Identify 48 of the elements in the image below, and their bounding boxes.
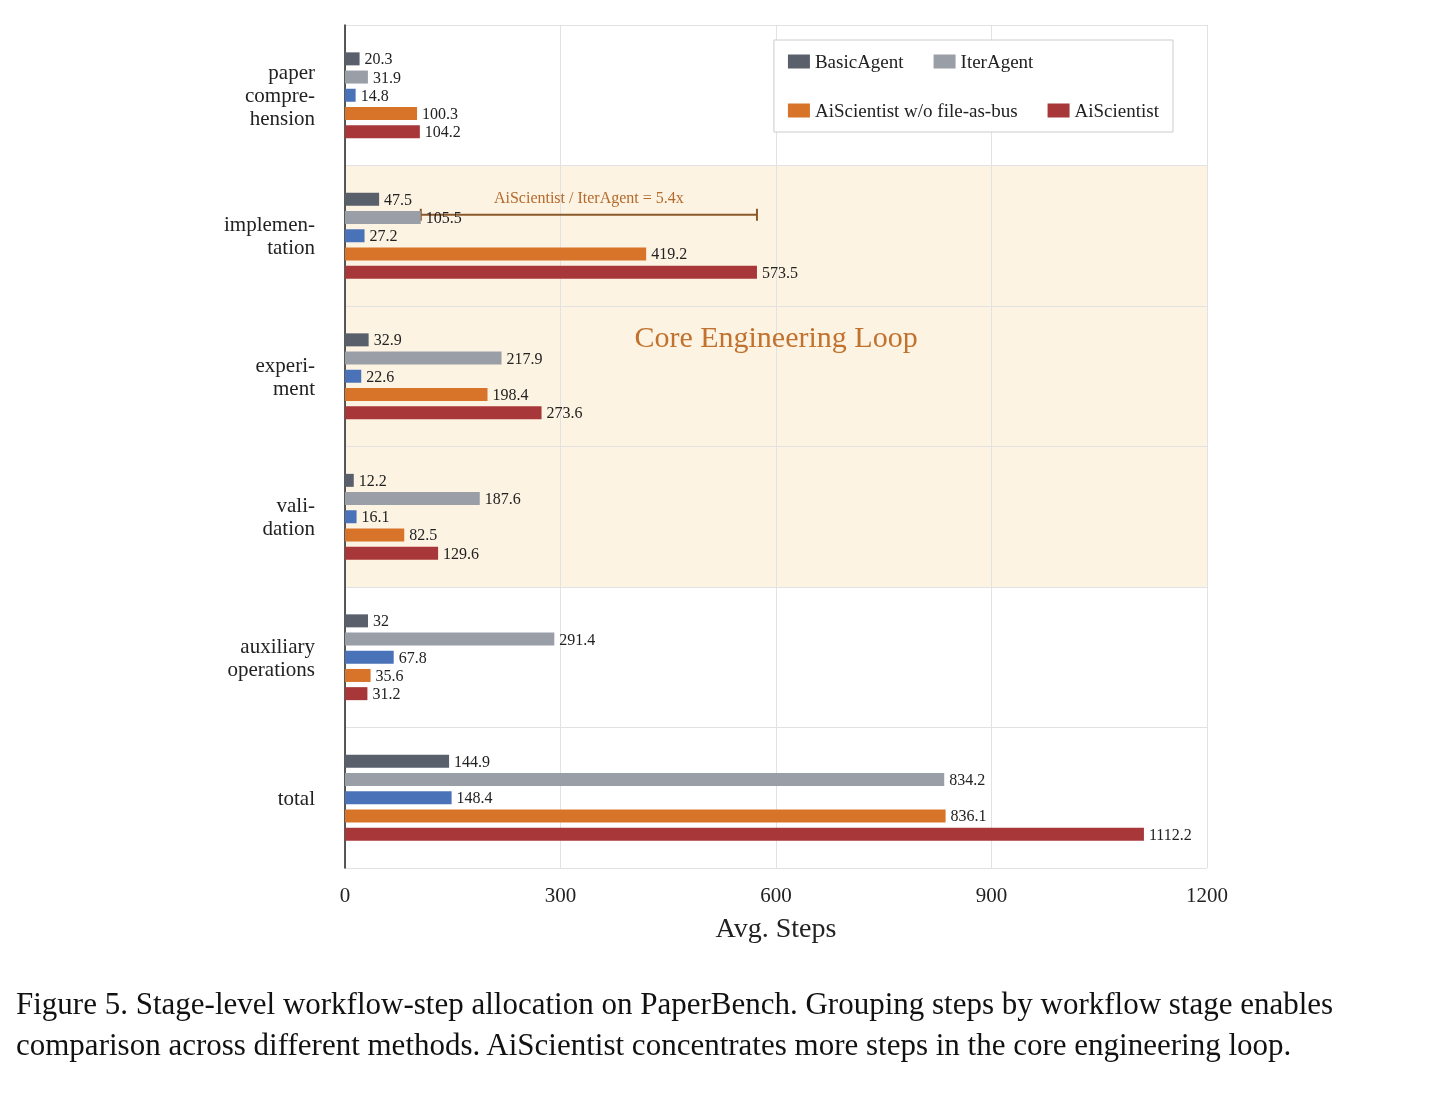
y-tick-label: auxiliary operations	[227, 633, 316, 681]
annotation: AiScientist / IterAgent = 5.4x	[493, 189, 684, 208]
legend-label: AiScientist	[1074, 100, 1160, 121]
data-label: 32	[372, 612, 389, 630]
caption: Figure 5. Stage-level workflow-step allocation on PaperBench. Grouping steps by workflow stage enables comparison across different methods. AiScientist concentrates more steps in the core engineering loop.	[16, 985, 1335, 1064]
data-label: 573.5	[761, 263, 798, 281]
x-tick-label: 900	[975, 882, 1008, 907]
data-label: 14.8	[360, 86, 389, 104]
data-label: 47.5	[384, 190, 413, 208]
y-tick-label: total	[277, 785, 316, 810]
legend-label: AiScientist w/o file-as-bus	[814, 100, 1018, 121]
x-tick-label: 1200	[1186, 882, 1228, 907]
data-label: 12.2	[358, 471, 387, 489]
data-label: 291.4	[559, 630, 596, 648]
data-label: 35.6	[375, 666, 404, 684]
data-label: 129.6	[443, 544, 480, 562]
data-label: 104.2	[424, 123, 461, 141]
data-label: 834.2	[949, 771, 986, 789]
data-label: 31.9	[372, 68, 401, 86]
data-label: 273.6	[546, 404, 583, 422]
data-label: 67.8	[398, 648, 427, 666]
x-tick-label: 600	[760, 882, 792, 907]
legend-label: BasicAgent	[814, 51, 905, 72]
data-label: 82.5	[409, 526, 438, 544]
data-label: 148.4	[456, 789, 493, 807]
y-tick-label: experi- ment	[255, 352, 316, 400]
data-label: 187.6	[484, 490, 521, 508]
data-label: 27.2	[369, 227, 398, 245]
x-axis-title: Avg. Steps	[715, 911, 837, 943]
band-label: Core Engineering Loop	[634, 320, 918, 354]
y-tick-label: implemen- tation	[224, 212, 316, 260]
data-label: 198.4	[492, 385, 529, 403]
legend-label: IterAgent	[960, 51, 1035, 72]
data-label: 1112.2	[1148, 825, 1192, 843]
data-label: 100.3	[422, 104, 459, 122]
x-tick-label: 0	[339, 882, 351, 907]
data-label: 419.2	[651, 245, 688, 263]
data-label: 217.9	[506, 349, 543, 367]
y-tick-label: vali- dation	[262, 493, 316, 541]
data-label: 31.2	[372, 685, 401, 703]
data-label: 16.1	[361, 508, 390, 526]
y-tick-label: paper compre- hension	[245, 60, 316, 131]
data-label: 144.9	[454, 752, 491, 770]
data-label: 836.1	[950, 807, 987, 825]
data-label: 20.3	[364, 50, 393, 68]
data-label: 32.9	[373, 331, 402, 349]
data-label: 22.6	[366, 367, 395, 385]
x-tick-label: 300	[544, 882, 577, 907]
